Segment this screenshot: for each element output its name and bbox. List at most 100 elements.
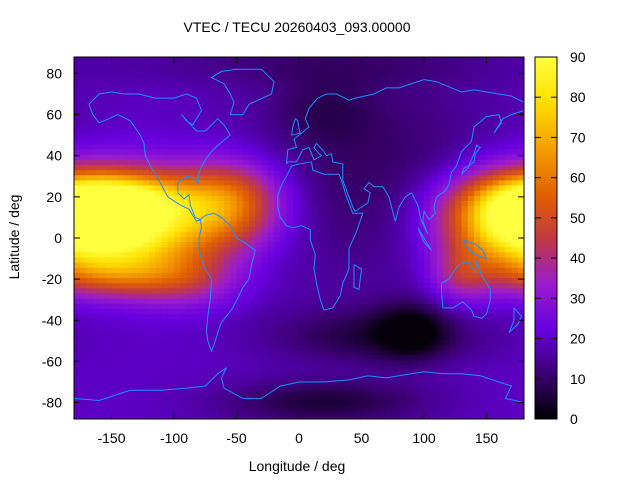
heatmap-cell xyxy=(186,411,194,418)
heatmap-cell xyxy=(167,375,175,382)
heatmap-cell xyxy=(374,175,381,182)
heatmap-cell xyxy=(267,386,275,392)
heatmap-cell xyxy=(511,370,519,377)
heatmap-cell xyxy=(399,370,406,377)
heatmap-cell xyxy=(342,82,350,89)
heatmap-cell xyxy=(92,411,100,418)
heatmap-cell xyxy=(149,401,156,408)
heatmap-cell xyxy=(205,293,213,300)
heatmap-cell xyxy=(424,344,431,351)
heatmap-cell xyxy=(386,103,394,110)
heatmap-cell xyxy=(342,62,350,68)
heatmap-cell xyxy=(517,262,524,269)
heatmap-cell xyxy=(317,123,325,130)
heatmap-cell xyxy=(74,324,81,331)
heatmap-cell xyxy=(80,87,88,94)
heatmap-cell xyxy=(205,360,213,367)
heatmap-cell xyxy=(274,288,281,295)
heatmap-cell xyxy=(430,391,438,397)
heatmap-cell xyxy=(211,288,219,295)
heatmap-cell xyxy=(180,185,188,192)
heatmap-cell xyxy=(292,206,300,212)
heatmap-cell xyxy=(105,159,113,166)
heatmap-cell xyxy=(130,288,138,295)
heatmap-cell xyxy=(217,221,225,228)
heatmap-cell xyxy=(174,108,181,115)
heatmap-cell xyxy=(480,92,488,99)
heatmap-cell xyxy=(86,329,94,336)
heatmap-cell xyxy=(74,57,81,63)
heatmap-cell xyxy=(411,283,419,289)
heatmap-cell xyxy=(136,118,144,125)
heatmap-cell xyxy=(474,231,481,238)
heatmap-cell xyxy=(492,350,500,356)
heatmap-cell xyxy=(436,118,444,125)
heatmap-cell xyxy=(124,380,131,387)
heatmap-cell xyxy=(286,298,294,305)
heatmap-cell xyxy=(267,164,275,171)
heatmap-cell xyxy=(417,396,425,403)
heatmap-cell xyxy=(349,386,356,392)
heatmap-cell xyxy=(149,98,156,104)
heatmap-cell xyxy=(280,87,288,94)
heatmap-cell xyxy=(224,118,231,125)
heatmap-cell xyxy=(199,267,206,274)
heatmap-cell xyxy=(124,118,131,125)
heatmap-cell xyxy=(449,185,456,192)
heatmap-cell xyxy=(92,154,100,161)
heatmap-cell xyxy=(292,118,300,125)
heatmap-cell xyxy=(274,87,281,94)
heatmap-cell xyxy=(136,139,144,146)
heatmap-cell xyxy=(236,267,244,274)
heatmap-cell xyxy=(380,391,388,397)
heatmap-cell xyxy=(174,72,181,79)
heatmap-cell xyxy=(455,103,463,110)
heatmap-cell xyxy=(380,288,388,295)
heatmap-cell xyxy=(186,350,194,356)
heatmap-cell xyxy=(517,231,524,238)
heatmap-cell xyxy=(174,206,181,212)
heatmap-cell xyxy=(392,113,400,120)
heatmap-cell xyxy=(167,185,175,192)
heatmap-cell xyxy=(424,375,431,382)
heatmap-cell xyxy=(374,339,381,346)
heatmap-cell xyxy=(367,278,375,284)
heatmap-cell xyxy=(517,339,524,346)
heatmap-cell xyxy=(286,87,294,94)
heatmap-cell xyxy=(424,185,431,192)
heatmap-cell xyxy=(130,350,138,356)
heatmap-cell xyxy=(124,185,131,192)
heatmap-cell xyxy=(511,391,519,397)
heatmap-cell xyxy=(374,236,381,243)
heatmap-cell xyxy=(224,231,231,238)
heatmap-cell xyxy=(117,365,125,372)
heatmap-cell xyxy=(242,67,250,74)
heatmap-cell xyxy=(449,375,456,382)
heatmap-cell xyxy=(367,391,375,397)
heatmap-cell xyxy=(386,401,394,408)
heatmap-cell xyxy=(336,324,344,331)
heatmap-cell xyxy=(417,334,425,341)
heatmap-cell xyxy=(130,77,138,84)
heatmap-cell xyxy=(342,98,350,104)
heatmap-cell xyxy=(211,206,219,212)
heatmap-cell xyxy=(167,144,175,151)
heatmap-cell xyxy=(261,139,269,146)
heatmap-cell xyxy=(99,278,106,284)
heatmap-cell xyxy=(455,396,463,403)
heatmap-cell xyxy=(374,154,381,161)
heatmap-cell xyxy=(192,360,200,367)
heatmap-cell xyxy=(492,185,500,192)
heatmap-cell xyxy=(442,175,450,182)
heatmap-cell xyxy=(86,386,94,392)
heatmap-cell xyxy=(217,339,225,346)
heatmap-cell xyxy=(305,386,313,392)
heatmap-cell xyxy=(455,350,463,356)
heatmap-cell xyxy=(255,231,263,238)
heatmap-cell xyxy=(517,365,524,372)
heatmap-cell xyxy=(442,308,450,315)
heatmap-cell xyxy=(330,344,338,351)
heatmap-cell xyxy=(174,170,181,176)
heatmap-cell xyxy=(367,283,375,289)
heatmap-cell xyxy=(342,108,350,115)
